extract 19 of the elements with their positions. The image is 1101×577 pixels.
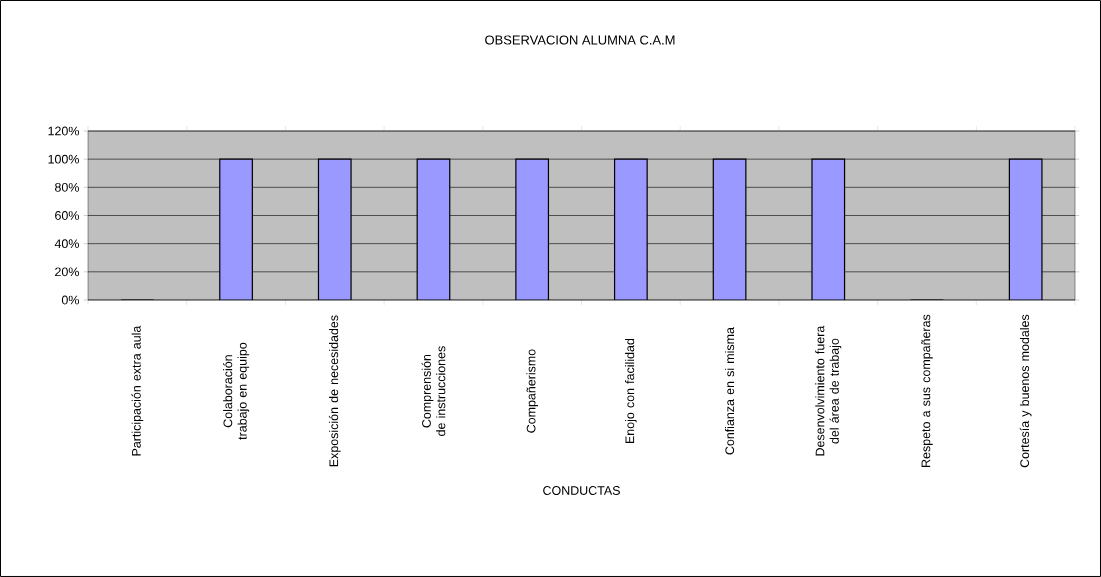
x-tick-label: Exposición de necesidades <box>328 315 341 467</box>
y-tick-label: 80% <box>55 182 79 192</box>
y-tick-label: 60% <box>55 211 79 220</box>
x-tick-label: Comprensión de instrucciones <box>421 346 446 436</box>
x-tick-label: Enojo con facilidad <box>625 338 637 444</box>
x-tick-label: Respeto a sus compañeras <box>921 314 933 467</box>
x-tick-label: Colaboración trabajo en equipo <box>222 342 250 440</box>
x-axis-title: CONDUCTAS <box>543 486 620 495</box>
y-tick-label: 40% <box>54 239 79 249</box>
x-tick-label: Confianza en si misma <box>724 327 735 455</box>
x-tick-label: Desenvolvimiento fuera del área de trabajo <box>815 325 842 456</box>
chart-title: OBSERVACION ALUMNA C.A.M <box>485 35 675 45</box>
y-tick-label: 120% <box>48 126 79 136</box>
y-tick-label: 100% <box>48 154 79 164</box>
x-tick-label: Compañerismo <box>526 349 538 433</box>
x-tick-label: Participación extra aula <box>131 325 144 456</box>
y-tick-label: 0% <box>61 295 79 305</box>
y-tick-label: 20% <box>55 267 79 277</box>
x-tick-label: Cortesía y buenos modales <box>1019 314 1032 468</box>
